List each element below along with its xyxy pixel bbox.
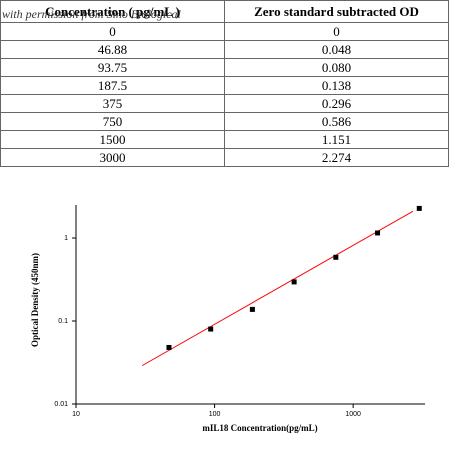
y-tick-label: 0.01 [54,401,68,408]
table-row: 3000 2.274 [0,148,449,167]
x-axis-label: mIL18 Concentration(pg/mL) [202,423,317,433]
y-tick-label: 0.1 [58,318,68,325]
data-point [291,279,297,285]
data-point [166,344,172,350]
data-point [416,205,422,211]
table-row: 187.5 0.138 [0,76,449,95]
x-tick-label: 100 [209,411,221,418]
x-tick-label: 1000 [345,411,361,418]
fit-line [141,210,414,367]
table-cell: 2.274 [224,148,449,167]
x-tick-label: 10 [72,411,80,418]
data-point [249,306,255,312]
y-axis-label: Optical Density (450nm) [30,253,40,347]
table-row: 750 0.586 [0,112,449,131]
table-cell: 187.5 [0,76,225,95]
data-point [375,230,381,236]
data-table: Concentration ( pg/mL ) Zero standard sub… [0,0,449,167]
watermark: with permission from Sino Biological [2,7,181,21]
data-point [208,326,214,332]
data-point [333,254,339,260]
y-tick-label: 1 [64,235,68,242]
